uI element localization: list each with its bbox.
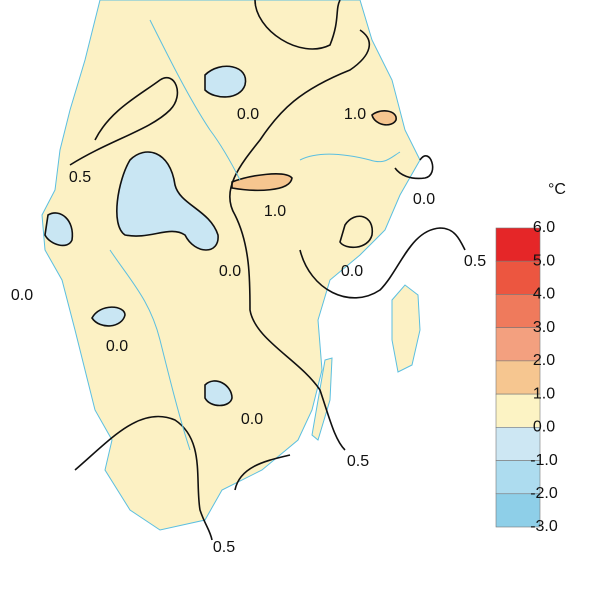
contour-label: 0.0 — [241, 411, 263, 428]
anomaly-areas — [44, 65, 397, 407]
contour-line — [234, 454, 291, 491]
contours — [69, 0, 466, 541]
contour-line — [74, 415, 213, 541]
land — [41, 0, 421, 531]
legend-label: 2.0 — [533, 352, 555, 369]
legend-label: 1.0 — [533, 385, 555, 402]
warm-area — [231, 173, 293, 192]
legend-swatch — [495, 393, 541, 428]
legend-swatch — [495, 427, 541, 461]
gotland — [391, 284, 421, 373]
cold-area — [116, 151, 219, 251]
legend-swatch — [495, 460, 541, 495]
oland — [311, 357, 333, 441]
contour-label: 0.0 — [237, 106, 259, 123]
contour-line — [339, 215, 373, 249]
cold-area — [204, 65, 247, 98]
contour-line — [299, 227, 466, 299]
contour-label: 1.0 — [344, 106, 366, 123]
legend-label: -2.0 — [530, 485, 558, 502]
contour-label: 0.0 — [413, 191, 435, 208]
contour-label: 0.0 — [11, 287, 33, 304]
contour-label: 0.5 — [464, 253, 486, 270]
legend-label: 3.0 — [533, 319, 555, 336]
contour-label: 0.5 — [69, 169, 91, 186]
cold-area — [204, 380, 233, 407]
cold-area — [91, 306, 126, 327]
river — [149, 19, 241, 181]
legend-label: 0.0 — [533, 419, 555, 436]
legend-label: -1.0 — [530, 452, 558, 469]
lake — [299, 151, 401, 163]
contour-label: 0.0 — [219, 263, 241, 280]
contour-label: 0.5 — [213, 539, 235, 556]
cold-area — [44, 212, 74, 247]
mainland — [41, 0, 421, 531]
legend-label: 6.0 — [533, 219, 555, 236]
contour-line — [394, 155, 434, 180]
legend-swatch — [495, 493, 541, 528]
legend-swatch — [495, 260, 541, 295]
legend-unit: °C — [548, 181, 566, 198]
legend: °C 6.0 5.0 4.0 3.0 2.0 1.0 0.0 -1.0 -2.0 -3.0 — [495, 181, 566, 535]
legend-swatch — [495, 294, 541, 328]
contour-label: 0.0 — [106, 338, 128, 355]
contour-label: 1.0 — [264, 203, 286, 220]
legend-label: -3.0 — [530, 518, 558, 535]
river — [109, 249, 191, 451]
contour-label: 0.0 — [341, 263, 363, 280]
contour-labels: 0.0 1.0 0.5 1.0 0.0 0.0 0.0 0.5 0.0 0.0 … — [11, 106, 486, 556]
legend-swatch — [495, 227, 541, 262]
contour-line — [69, 77, 179, 166]
contour-line — [254, 0, 341, 50]
legend-swatch — [495, 360, 541, 395]
legend-label: 4.0 — [533, 286, 555, 303]
contour-line — [229, 29, 371, 451]
contour-label: 0.5 — [347, 453, 369, 470]
warm-area — [371, 110, 397, 126]
legend-swatch — [495, 327, 541, 362]
lakes — [109, 19, 401, 451]
legend-label: 5.0 — [533, 252, 555, 269]
